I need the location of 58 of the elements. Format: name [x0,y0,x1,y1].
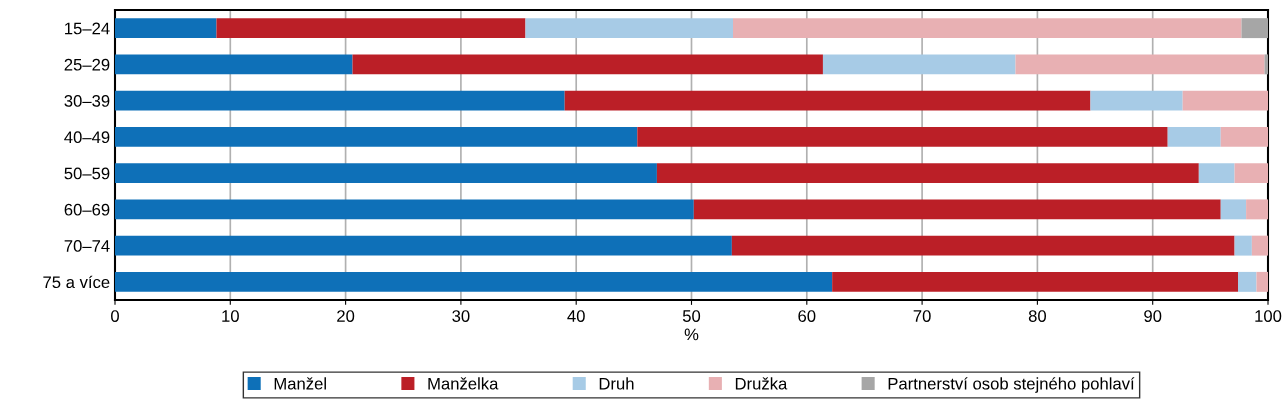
bar [1246,199,1268,220]
legend-label: Manželka [428,377,499,390]
bar [216,18,526,39]
bar [822,54,1016,75]
legend-label: Manžel [274,377,326,390]
bar [656,163,1199,184]
x-tick-label: 0 [111,310,119,322]
bar [1220,126,1268,147]
bar [1238,271,1257,292]
x-tick-label: 30 [452,310,470,322]
bar [115,90,565,111]
bar [832,271,1239,292]
y-tick-label: 75 a více [43,275,110,289]
bar [1198,163,1235,184]
bar [115,126,638,147]
bar [1220,199,1247,220]
y-tick-label: 70–74 [64,240,110,252]
bar [525,18,734,39]
x-tick-label: 40 [567,310,585,322]
x-tick-label: 10 [222,310,239,322]
y-tick-label: 25–29 [64,58,110,71]
x-tick-label: 70 [913,310,931,322]
x-tick-label: 60 [798,310,816,322]
bar [1256,271,1268,292]
y-tick-label: 15–24 [65,22,110,35]
bar [115,54,353,75]
bar [115,271,833,292]
bar [115,18,217,39]
bar [1167,126,1221,147]
x-tick-label: 80 [1028,310,1047,322]
bar [1251,235,1268,256]
bar [1015,54,1265,75]
legend-label: Družka [735,377,788,390]
bar [564,90,1091,111]
x-axis-title: % [684,328,699,341]
bar [1241,18,1268,39]
bar [115,199,694,220]
x-tick-label: 90 [1144,310,1162,322]
bar [115,163,657,184]
legend-label: Druh [599,377,634,390]
y-tick-label: 50–59 [64,167,110,180]
x-tick-label: 50 [682,310,701,322]
x-tick-label: 20 [337,310,355,322]
bar [733,18,1242,39]
bar [1234,235,1252,256]
y-tick-label: 30–39 [64,95,110,107]
bar [693,199,1221,220]
bar [1090,90,1183,111]
bar [115,235,732,256]
y-tick-label: 40–49 [64,131,110,144]
bar [637,126,1168,147]
bar [1234,163,1268,184]
bar [1182,90,1268,111]
bar [352,54,823,75]
bar [731,235,1235,256]
y-tick-label: 60–69 [64,203,110,216]
x-tick-label: 100 [1255,310,1282,322]
legend-label: Partnerství osob stejného pohlaví [888,377,1135,393]
